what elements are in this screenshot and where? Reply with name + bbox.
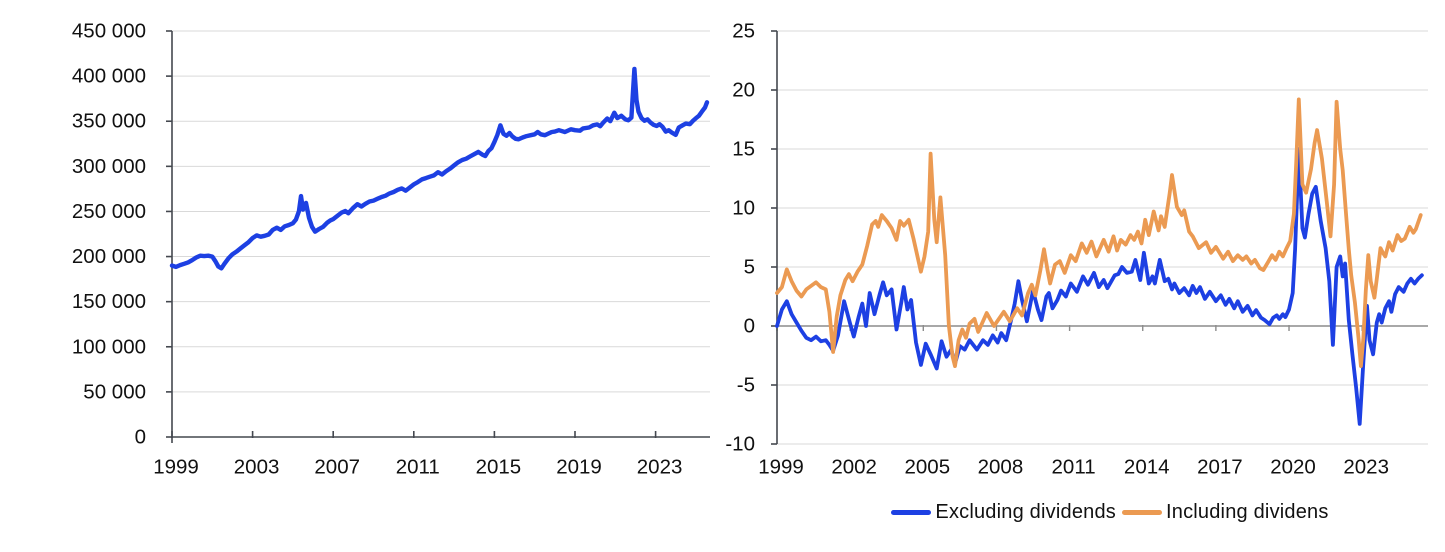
y-axis-tick-label: 25	[732, 20, 755, 43]
x-axis-tick-label: 2023	[1343, 456, 1389, 479]
x-axis-tick-label: 1999	[758, 456, 804, 479]
x-axis-tick-label: 2008	[978, 456, 1024, 479]
y-axis-tick-label: 20	[732, 79, 755, 102]
y-axis-tick-label: 200 000	[72, 245, 146, 268]
legend-label-including-dividens: Including dividens	[1165, 501, 1329, 523]
x-axis-tick-label: 2005	[904, 456, 950, 479]
y-axis-tick-label: 0	[744, 315, 755, 338]
x-axis-tick-label: 2003	[234, 456, 280, 479]
x-axis-tick-label: 2011	[1052, 456, 1096, 479]
y-axis-tick-label: 10	[732, 197, 755, 220]
y-axis-tick-label: 0	[135, 426, 146, 449]
legend-item-excluding-dividends: Excluding dividends	[891, 501, 1116, 524]
series-line-index-level	[169, 66, 710, 271]
excluding-dividends-line-swatch	[891, 510, 932, 515]
y-axis-tick-label: 100 000	[72, 335, 146, 358]
y-axis-tick-label: 250 000	[72, 200, 146, 223]
x-axis-tick-label: 2017	[1197, 456, 1243, 479]
y-axis-tick-label: 5	[744, 256, 755, 279]
y-axis-tick-label: 350 000	[72, 110, 146, 133]
including-dividens-line-swatch	[1121, 510, 1162, 515]
y-axis-tick-label: 15	[732, 138, 755, 161]
x-axis-tick-label: 2002	[831, 456, 877, 479]
y-axis-tick-label: 450 000	[72, 20, 146, 43]
y-axis-tick-label: 50 000	[83, 380, 146, 403]
y-axis-tick-label: -5	[737, 374, 755, 397]
x-axis-tick-label: 2020	[1270, 456, 1316, 479]
legend: Excluding dividends Including dividens	[790, 501, 1430, 524]
x-axis-tick-label: 2019	[556, 456, 602, 479]
series-line-including-dividens	[775, 97, 1423, 369]
series-line-excluding-dividends	[775, 147, 1424, 426]
x-axis-tick-label: 2023	[637, 456, 683, 479]
x-axis-tick-label: 2015	[476, 456, 522, 479]
legend-label-excluding-dividends: Excluding dividends	[935, 501, 1116, 523]
x-axis-tick-label: 2011	[396, 456, 440, 479]
x-axis-tick-label: 1999	[153, 456, 199, 479]
y-axis-tick-label: 300 000	[72, 155, 146, 178]
y-axis-tick-label: 400 000	[72, 65, 146, 88]
x-axis-tick-label: 2014	[1124, 456, 1170, 479]
legend-item-including-dividens: Including dividens	[1121, 501, 1329, 524]
y-axis-tick-label: -10	[725, 433, 755, 456]
y-axis-tick-label: 150 000	[72, 290, 146, 313]
x-axis-tick-label: 2007	[314, 456, 360, 479]
